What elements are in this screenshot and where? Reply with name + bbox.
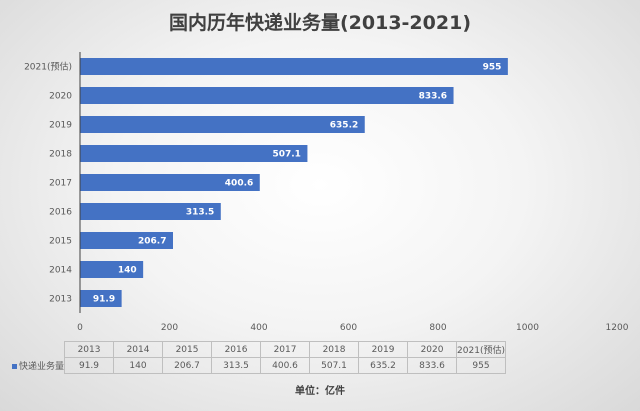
- table-header-cell: 2017: [260, 341, 311, 358]
- data-label: 91.9: [93, 295, 115, 305]
- bar-2016: [80, 203, 221, 220]
- table-value-cell: 507.1: [309, 357, 360, 374]
- table-value-cell: 400.6: [260, 357, 311, 374]
- data-label: 313.5: [186, 208, 214, 218]
- x-tick-label: 1000: [516, 323, 539, 333]
- bar-2017: [80, 174, 260, 191]
- y-tick-label: 2013: [49, 295, 72, 305]
- table-value-cell: 206.7: [162, 357, 213, 374]
- bar-2020: [80, 87, 454, 104]
- bar-2014: [80, 261, 144, 278]
- bar-2015: [80, 232, 173, 249]
- table-header-cell: 2020: [407, 341, 458, 358]
- table-header-cell: 2021(预估): [456, 341, 507, 358]
- bar-2021(预估): [80, 58, 508, 75]
- x-tick-label: 0: [77, 323, 83, 333]
- bar-2013: [80, 290, 122, 307]
- bar-2019: [80, 116, 365, 133]
- data-label: 955: [483, 63, 502, 73]
- y-tick-label: 2016: [49, 208, 72, 218]
- table-value-cell: 833.6: [407, 357, 458, 374]
- data-label: 140: [118, 266, 137, 276]
- table-header-cell: 2018: [309, 341, 360, 358]
- x-tick-label: 200: [161, 323, 178, 333]
- y-tick-label: 2018: [49, 150, 72, 160]
- table-header-cell: 2013: [64, 341, 115, 358]
- table-value-cell: 955: [456, 357, 507, 374]
- chart-title: 国内历年快递业务量(2013-2021): [168, 12, 471, 34]
- x-tick-label: 1200: [606, 323, 629, 333]
- bar-2018: [80, 145, 308, 162]
- table-header-cell: 2019: [358, 341, 409, 358]
- table-value-cell: 635.2: [358, 357, 409, 374]
- x-tick-label: 800: [429, 323, 446, 333]
- legend-key: [12, 364, 17, 369]
- data-label: 635.2: [330, 121, 358, 131]
- data-label: 833.6: [419, 92, 447, 102]
- y-tick-label: 2014: [49, 266, 72, 276]
- data-label: 400.6: [225, 179, 253, 189]
- y-tick-label: 2017: [49, 179, 72, 189]
- data-label: 206.7: [138, 237, 166, 247]
- x-tick-label: 600: [340, 323, 357, 333]
- table-value-cell: 140: [113, 357, 164, 374]
- y-tick-label: 2019: [49, 121, 72, 131]
- table-header-cell: 2016: [211, 341, 262, 358]
- y-tick-label: 2021(预估): [24, 61, 72, 73]
- y-tick-label: 2020: [49, 92, 72, 102]
- x-tick-label: 400: [250, 323, 267, 333]
- table-value-cell: 91.9: [64, 357, 115, 374]
- series-legend-label: 快递业务量: [12, 358, 65, 374]
- y-tick-label: 2015: [49, 237, 72, 247]
- table-header-cell: 2015: [162, 341, 213, 358]
- unit-note: 单位：亿件: [295, 386, 345, 397]
- data-label: 507.1: [272, 150, 300, 160]
- data-table: 2013 2014 2015 2016 2017 2018 2019 2020 2021(预估)…: [12, 341, 507, 374]
- table-value-cell: 313.5: [211, 357, 262, 374]
- table-header-cell: 2014: [113, 341, 164, 358]
